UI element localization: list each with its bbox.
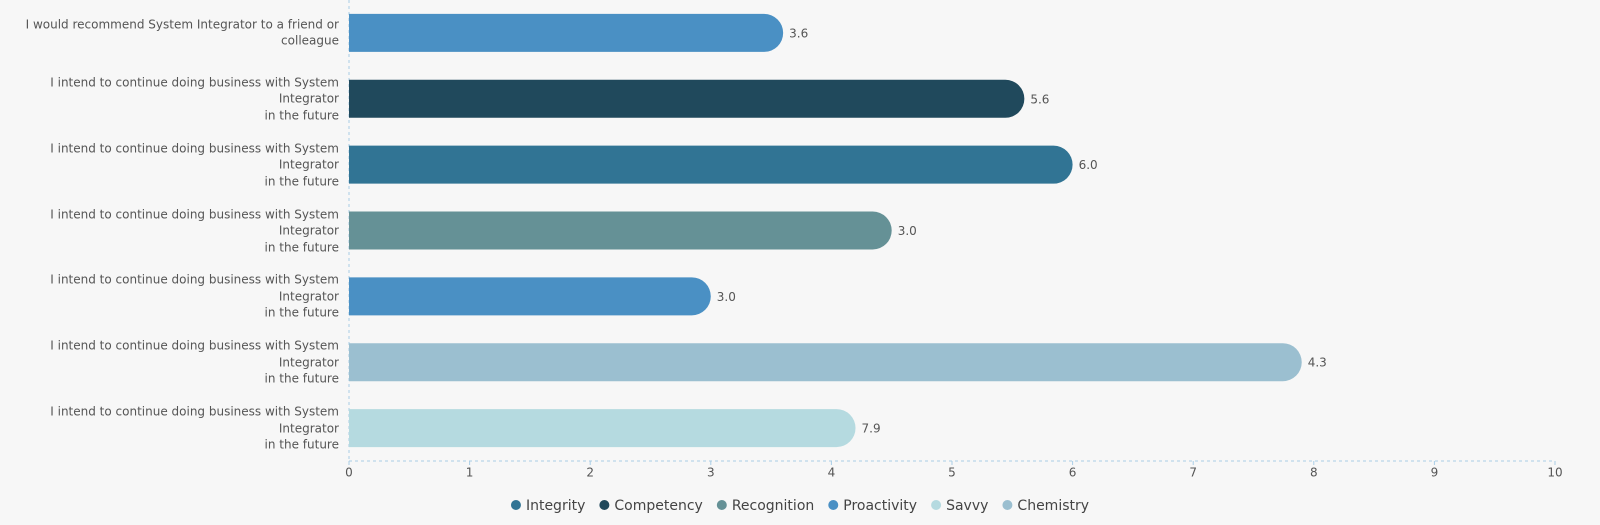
x-tick-label: 4 [828, 466, 836, 480]
x-tick-label: 6 [1069, 466, 1077, 480]
legend-item: Recognition [716, 498, 814, 514]
bar-label: 5.6 [1030, 92, 1049, 106]
x-tick-label: 9 [1431, 466, 1439, 480]
x-tick-label: 8 [1310, 466, 1318, 480]
bar [349, 13, 784, 52]
legend-item: Savvy [931, 498, 988, 514]
bar [349, 343, 1302, 382]
x-tick-label: 10 [1547, 466, 1562, 480]
legend-item: Competency [599, 498, 703, 514]
legend-marker [1002, 500, 1013, 510]
legend-item: Chemistry [1002, 498, 1089, 514]
legend-marker [510, 500, 521, 510]
legend: Integrity Competency Recognition Proactivit… [510, 498, 1089, 514]
bar-label: 7.9 [862, 422, 881, 436]
bar-label: 6.0 [1079, 158, 1098, 172]
bar-label: 3.0 [717, 290, 736, 304]
x-tick-label: 5 [948, 466, 956, 480]
y-tick-label: I intend to continue doing business with… [50, 272, 339, 320]
y-tick-label: I intend to continue doing business with… [50, 404, 339, 452]
legend-marker [599, 500, 610, 510]
y-tick-label: I intend to continue doing business with… [50, 338, 339, 386]
legend-label: Competency [614, 498, 702, 514]
legend-item: Integrity [510, 498, 585, 514]
legend-label: Savvy [946, 498, 988, 514]
y-tick-label: I would recommend System Integrator to a… [25, 17, 339, 48]
bar [349, 79, 1025, 118]
x-tick-label: 0 [345, 466, 353, 480]
legend-marker [828, 500, 839, 510]
bar [349, 145, 1073, 184]
y-tick-label: I intend to continue doing business with… [50, 140, 339, 188]
x-tick-label: 3 [707, 466, 715, 480]
legend-label: Chemistry [1017, 498, 1089, 514]
legend-label: Proactivity [843, 498, 917, 514]
y-tick-label: I intend to continue doing business with… [50, 206, 339, 254]
bar [349, 409, 856, 448]
x-tick-label: 2 [586, 466, 594, 480]
legend-label: Integrity [526, 498, 585, 514]
bar-label: 4.3 [1308, 356, 1327, 370]
legend-label: Recognition [732, 498, 814, 514]
legend-marker [931, 500, 942, 510]
bar-label: 3.0 [898, 224, 917, 238]
bar [349, 277, 711, 316]
legend-marker [716, 500, 727, 510]
bar-label: 3.6 [789, 26, 808, 40]
x-tick-label: 7 [1189, 466, 1197, 480]
x-tick-label: 1 [466, 466, 474, 480]
legend-item: Proactivity [828, 498, 917, 514]
y-tick-label: I intend to continue doing business with… [50, 75, 339, 123]
bar [349, 211, 892, 250]
